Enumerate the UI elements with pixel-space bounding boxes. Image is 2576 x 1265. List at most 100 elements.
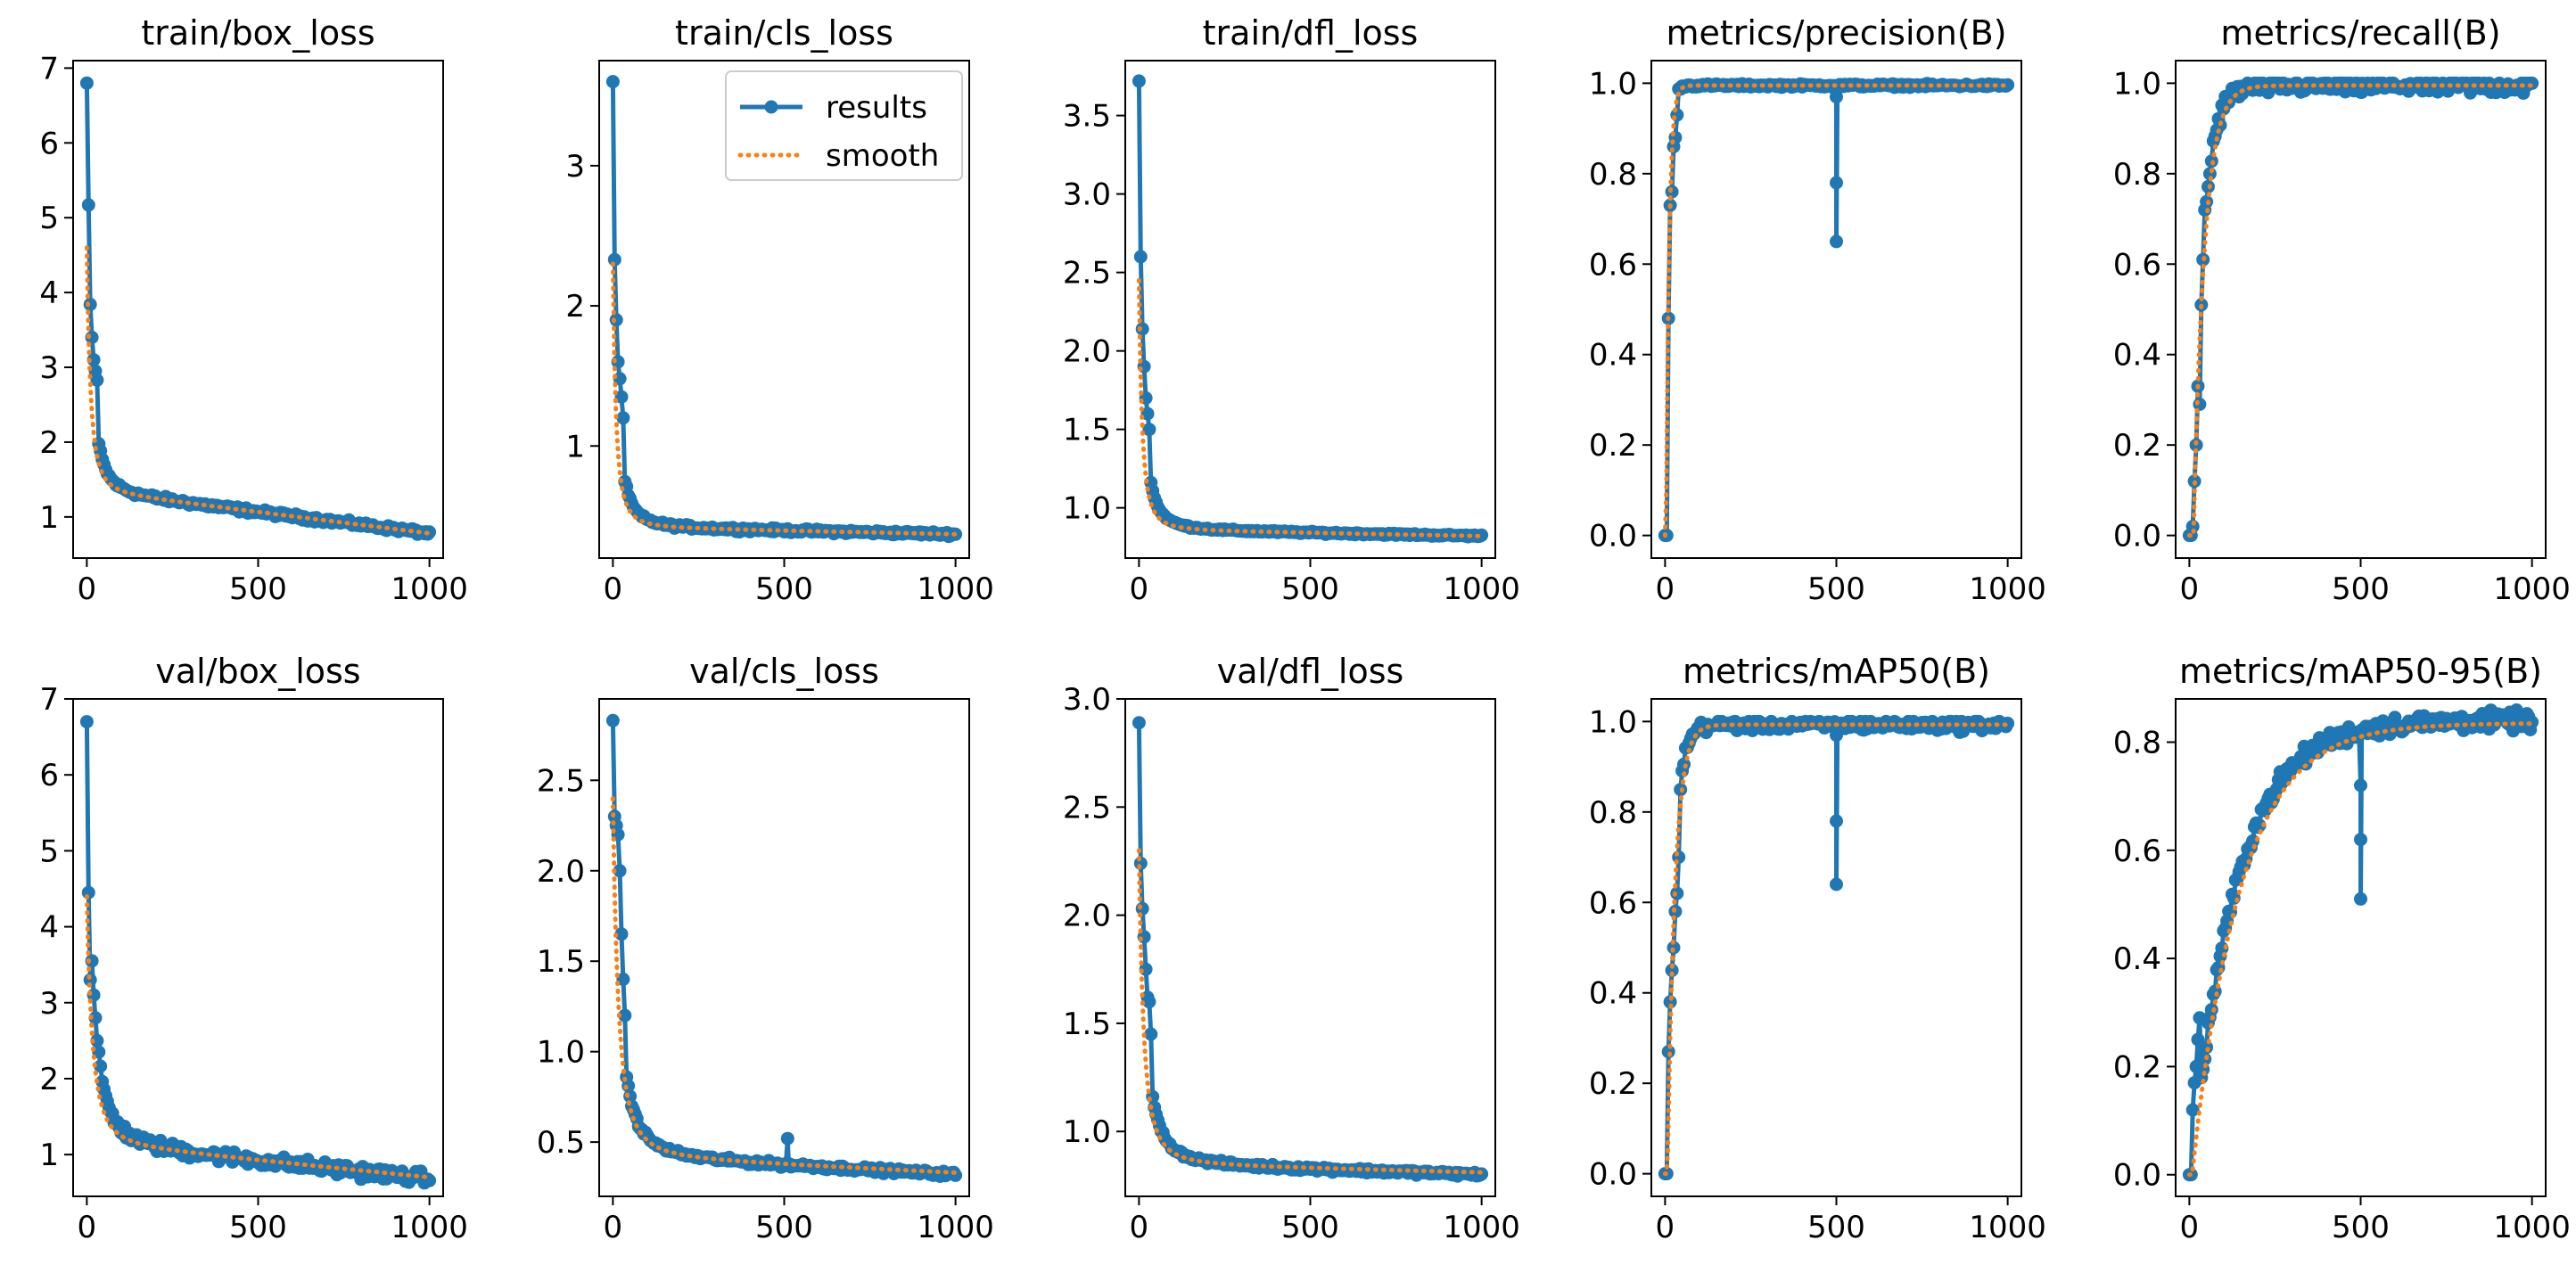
- x-tick-label: 1000: [1969, 1210, 2046, 1245]
- results-point: [2001, 78, 2015, 92]
- results-point: [605, 75, 620, 89]
- y-tick-label: 4: [39, 275, 59, 311]
- x-tick-label: 1000: [391, 571, 468, 607]
- smooth-line: [1662, 83, 2011, 538]
- subplot-10: metrics/mAP50-95(B) 0 500 1000 0.0 0.2 0.4 0.6 0…: [2113, 652, 2571, 1245]
- legend: results smooth: [725, 70, 963, 181]
- subplot-title: val/dfl_loss: [1217, 652, 1404, 691]
- results-point: [90, 373, 104, 387]
- y-tick-label: 2.5: [1063, 256, 1111, 292]
- x-tick-label: 500: [2332, 571, 2390, 607]
- y-tick-label: 1: [39, 1138, 59, 1173]
- subplot-6: val/box_loss 0 500 1000 1 2 3 4 5 6 7: [39, 652, 468, 1245]
- y-tick-label: 6: [39, 126, 59, 161]
- y-tick-label: 0.0: [2113, 519, 2161, 554]
- subplot-9: metrics/mAP50(B) 0 500 1000 0.0 0.2 0.4 0.6 0.8 1…: [1589, 652, 2046, 1245]
- legend-results-label: results: [826, 90, 927, 126]
- plot-area: [1658, 77, 2015, 543]
- subplot-title: metrics/mAP50(B): [1683, 652, 1990, 691]
- y-tick-label: 0.5: [537, 1125, 585, 1161]
- results-point: [2525, 76, 2539, 90]
- smooth-line: [1136, 277, 1485, 538]
- x-tick-label: 1000: [1443, 1210, 1520, 1245]
- results-line: [610, 720, 958, 1179]
- y-tick-label: 2.0: [1063, 899, 1111, 934]
- y-tick-label: 0.4: [1589, 338, 1637, 374]
- plot-area: [1132, 74, 1489, 544]
- subplot-8: val/dfl_loss 0 500 1000 1.0 1.5 2.0 2.5 3.0: [1063, 652, 1520, 1245]
- y-tick-label: 1.0: [2113, 66, 2161, 102]
- x-tick-label: 1000: [2493, 1210, 2571, 1245]
- results-line: [84, 83, 432, 537]
- y-tick-label: 1.0: [537, 1035, 585, 1071]
- smooth-line: [1662, 722, 2011, 1177]
- y-tick-label: 6: [39, 758, 59, 793]
- smooth-line: [84, 245, 432, 536]
- legend-results-marker: [764, 100, 778, 114]
- results-point: [1144, 1027, 1158, 1041]
- y-tick-label: 0.8: [2113, 726, 2161, 761]
- results-line: [1664, 81, 2010, 538]
- y-tick-label: 5: [39, 201, 59, 236]
- subplot-title: val/cls_loss: [689, 652, 879, 691]
- y-tick-label: 1.0: [1063, 1114, 1111, 1150]
- plot-area: [2182, 76, 2539, 543]
- results-point: [83, 973, 97, 987]
- plot-area: [79, 76, 437, 541]
- y-tick-label: 3.5: [1063, 99, 1111, 135]
- y-tick-label: 2: [565, 289, 585, 324]
- y-tick-label: 3.0: [1063, 682, 1111, 718]
- x-tick-label: 500: [229, 571, 287, 607]
- y-tick-label: 4: [39, 910, 59, 946]
- results-point: [1142, 995, 1156, 1009]
- y-tick-label: 0.0: [1589, 1157, 1637, 1193]
- y-tick-label: 0.6: [2113, 834, 2161, 869]
- y-tick-label: 0.2: [1589, 1066, 1637, 1102]
- results-point: [1665, 963, 1679, 977]
- results-point: [79, 715, 94, 729]
- y-tick-label: 0.8: [2113, 157, 2161, 193]
- subplot-2: train/cls_loss 0 500 1000 1 2 3 results smooth: [565, 13, 994, 607]
- y-tick-label: 2.5: [537, 763, 585, 799]
- y-tick-label: 1.5: [1063, 413, 1111, 448]
- x-tick-label: 0: [1130, 1210, 1149, 1245]
- x-tick-label: 0: [604, 571, 623, 607]
- results-point: [949, 1168, 963, 1182]
- x-tick-label: 1000: [391, 1210, 468, 1245]
- axes-frame: [72, 698, 444, 1197]
- x-tick-label: 0: [1656, 571, 1675, 607]
- results-point: [86, 353, 101, 367]
- subplot-title: metrics/mAP50-95(B): [2179, 652, 2542, 691]
- results-point: [1135, 322, 1149, 336]
- results-point: [423, 525, 437, 539]
- axes-frame: [2175, 60, 2547, 559]
- x-tick-label: 500: [755, 1210, 813, 1245]
- y-tick-label: 0.8: [1589, 795, 1637, 831]
- x-tick-label: 500: [1281, 571, 1339, 607]
- results-point: [2354, 833, 2367, 847]
- plot-area: [2182, 703, 2539, 1182]
- results-point: [2185, 1103, 2200, 1117]
- x-tick-label: 500: [1807, 1210, 1865, 1245]
- results-point: [2204, 1003, 2218, 1017]
- y-tick-label: 0.2: [1589, 428, 1637, 464]
- subplot-title: metrics/precision(B): [1666, 13, 2006, 53]
- subplot-title: metrics/recall(B): [2220, 13, 2500, 53]
- results-point: [83, 298, 97, 311]
- subplot-3: train/dfl_loss 0 500 1000 1.0 1.5 2.0 2.5 3.0 3.5: [1063, 13, 1520, 607]
- y-tick-label: 1.5: [1063, 1006, 1111, 1042]
- y-tick-label: 0.8: [1589, 157, 1637, 193]
- axes-frame: [1124, 698, 1496, 1197]
- results-point: [1132, 716, 1146, 730]
- y-tick-label: 2.5: [1063, 790, 1111, 826]
- y-tick-label: 0.0: [2113, 1158, 2161, 1194]
- y-tick-label: 3: [565, 149, 585, 185]
- plot-area: [79, 715, 437, 1190]
- results-point: [85, 954, 99, 968]
- results-point: [1475, 528, 1489, 542]
- results-point: [90, 1033, 104, 1047]
- x-tick-label: 0: [2180, 1210, 2200, 1245]
- results-line: [2188, 80, 2533, 538]
- smooth-line: [1136, 848, 1485, 1175]
